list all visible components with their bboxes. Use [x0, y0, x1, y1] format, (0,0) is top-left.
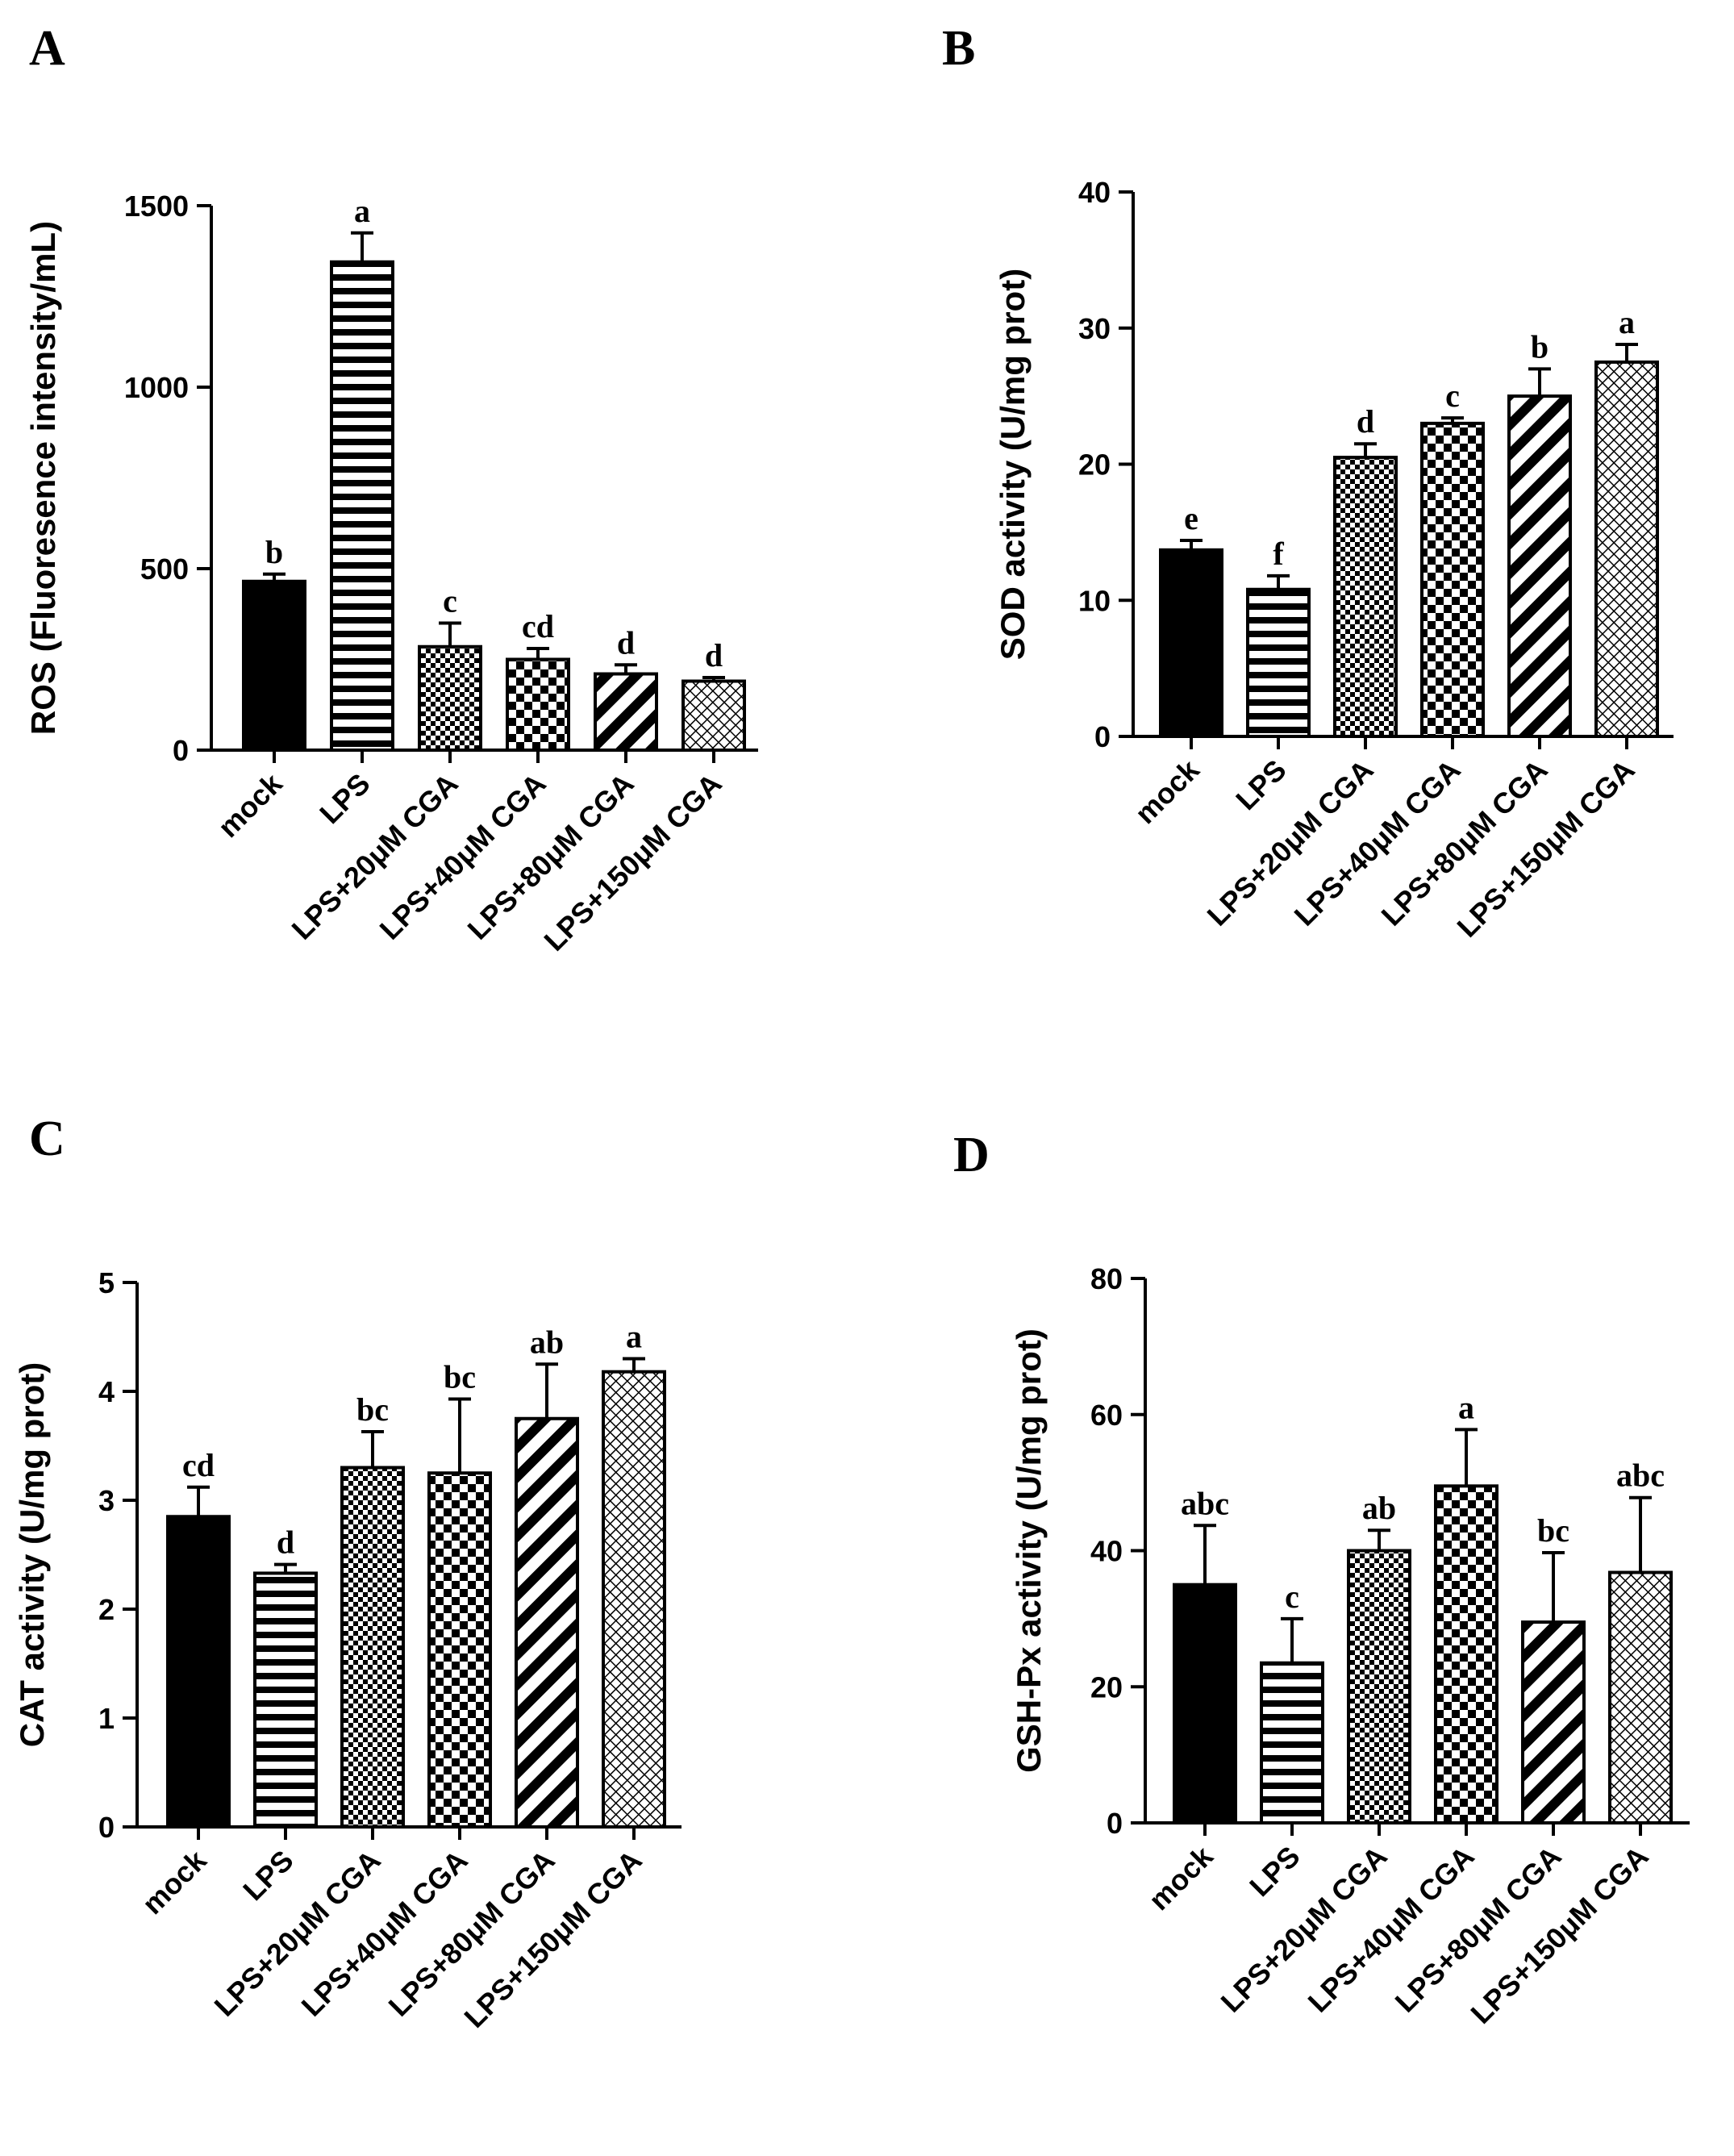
chart-a-bar: [330, 260, 394, 752]
chart-c-ytick-label: 0: [98, 1811, 115, 1844]
chart-d-significance-label: ab: [1362, 1490, 1396, 1526]
chart-d-ytick-label: 0: [1107, 1807, 1123, 1840]
chart-a-significance-label: cd: [522, 608, 554, 644]
chart-d-significance-label: abc: [1616, 1457, 1665, 1494]
chart-a-significance-label: d: [617, 624, 635, 661]
chart-b-ytick-label: 20: [1078, 448, 1111, 482]
chart-d-significance-label: bc: [1537, 1512, 1569, 1549]
chart-c-significance-label: a: [626, 1319, 642, 1355]
chart-c-bar: [166, 1515, 231, 1829]
chart-d-bar: [1173, 1583, 1237, 1824]
chart-b-category-label: mock: [1128, 753, 1206, 830]
chart-a-category-label: LPS: [313, 767, 376, 830]
chart-b-significance-label: f: [1273, 536, 1284, 572]
chart-a: 0 500 1000 1500 ROS (Fluoresence intensity/m…: [24, 190, 758, 957]
chart-a-ytick-label: 0: [173, 734, 189, 767]
chart-c-ylabel: CAT activity (U/mg prot): [13, 1362, 51, 1748]
chart-d-ytick-label: 40: [1090, 1535, 1123, 1568]
chart-a-significance-label: b: [265, 534, 283, 570]
chart-a-ylabel: ROS (Fluoresence intensity/mL): [24, 221, 62, 735]
chart-c-bar: [427, 1471, 492, 1829]
chart-a-bar: [242, 579, 306, 752]
chart-a-significance-label: a: [354, 193, 370, 229]
chart-c-significance-label: d: [277, 1524, 294, 1561]
chart-d-bar: [1347, 1549, 1411, 1824]
chart-d-ytick-label: 20: [1090, 1670, 1123, 1704]
chart-c-significance-label: ab: [530, 1324, 564, 1360]
chart-d-significance-label: c: [1285, 1578, 1299, 1615]
chart-b-bar: [1594, 360, 1659, 738]
chart-a-ytick-label: 1500: [124, 190, 189, 223]
chart-c-ytick-label: 4: [98, 1375, 115, 1408]
chart-a-bar: [506, 657, 570, 752]
panel-letter-c: C: [29, 1111, 65, 1166]
chart-a-category-label: LPS+80μM CGA: [461, 767, 640, 946]
chart-c-bar: [340, 1466, 405, 1829]
chart-d-bar: [1260, 1661, 1324, 1824]
chart-d-ytick-label: 80: [1090, 1262, 1123, 1295]
chart-c-category-label: LPS: [236, 1844, 299, 1907]
chart-b-significance-label: c: [1445, 377, 1460, 414]
chart-d-significance-label: abc: [1181, 1485, 1229, 1521]
panel-letter-a: A: [29, 21, 65, 76]
chart-d-bar: [1434, 1484, 1498, 1824]
chart-c-ytick-label: 1: [98, 1702, 115, 1735]
chart-a-bar: [594, 672, 658, 752]
chart-b-ytick-label: 10: [1078, 584, 1111, 617]
chart-d-bar: [1608, 1570, 1673, 1824]
panel-letter-b: B: [942, 21, 975, 76]
chart-c-category-label: mock: [135, 1843, 213, 1920]
chart-c-ytick-label: 3: [98, 1484, 115, 1517]
chart-a-category-label: LPS+40μM CGA: [373, 767, 552, 946]
chart-b-bar: [1420, 421, 1485, 738]
chart-c-bar: [602, 1370, 666, 1829]
chart-c-bar: [253, 1571, 318, 1829]
chart-c-ytick-label: 2: [98, 1593, 115, 1626]
chart-b-bar: [1507, 394, 1572, 738]
chart-a-significance-label: d: [705, 637, 723, 673]
chart-d-bar: [1521, 1620, 1586, 1824]
chart-b-ytick-label: 30: [1078, 312, 1111, 345]
panel-letter-d: D: [953, 1128, 990, 1182]
chart-b-bar: [1159, 548, 1223, 738]
chart-a-category-label: mock: [211, 766, 289, 844]
chart-d-category-label: mock: [1142, 1839, 1219, 1916]
chart-b-significance-label: d: [1357, 403, 1374, 440]
chart-a-bar: [682, 679, 746, 752]
chart-b-ytick-label: 0: [1094, 720, 1111, 753]
chart-b-ylabel: SOD activity (U/mg prot): [994, 269, 1032, 660]
chart-a-significance-label: c: [443, 583, 457, 619]
chart-b: 0 10 20 30 40 SOD activity (U/mg prot) e mock f L…: [994, 176, 1674, 944]
chart-b-significance-label: a: [1619, 304, 1635, 340]
chart-d-ylabel: GSH-Px activity (U/mg prot): [1010, 1328, 1048, 1773]
chart-d-significance-label: a: [1458, 1389, 1474, 1425]
chart-c-significance-label: bc: [356, 1391, 389, 1428]
chart-c-significance-label: bc: [444, 1358, 476, 1395]
chart-a-ytick-label: 500: [140, 553, 189, 586]
chart-c: 0 1 2 3 4 5 CAT activity (U/mg prot) cd mock d LPS…: [13, 1266, 682, 2034]
chart-b-category-label: LPS: [1229, 753, 1292, 816]
chart-c-bar: [515, 1416, 579, 1829]
chart-d-ytick-label: 60: [1090, 1399, 1123, 1432]
chart-a-category-label: LPS+20μM CGA: [286, 767, 465, 946]
chart-b-significance-label: e: [1184, 500, 1198, 536]
chart-b-bar: [1246, 587, 1311, 738]
chart-c-ytick-label: 5: [98, 1266, 115, 1299]
chart-a-ytick-label: 1000: [124, 371, 189, 404]
chart-c-significance-label: cd: [182, 1447, 215, 1483]
chart-b-ytick-label: 40: [1078, 176, 1111, 209]
chart-b-bar: [1333, 456, 1398, 738]
chart-a-bar: [418, 644, 482, 752]
chart-d-category-label: LPS: [1243, 1840, 1306, 1903]
chart-b-significance-label: b: [1531, 328, 1549, 365]
